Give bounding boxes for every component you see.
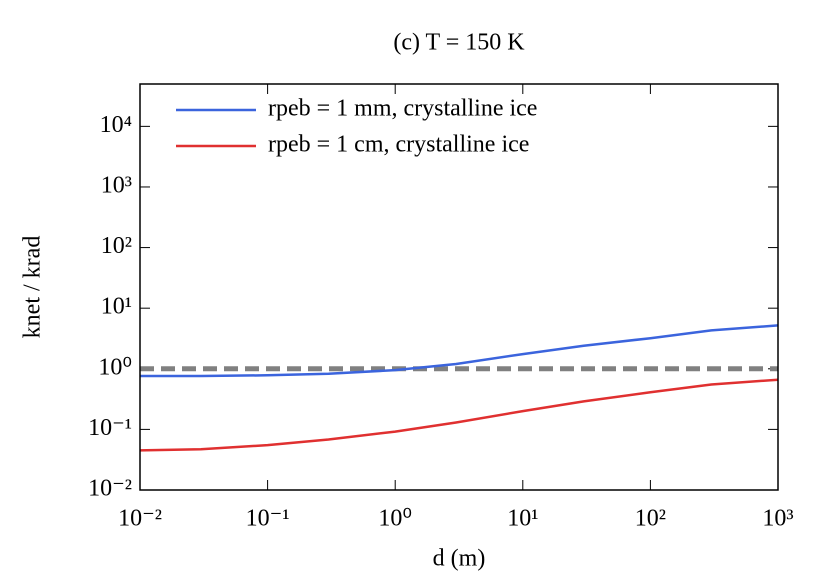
y-tick-label: 10¹ [101, 294, 132, 320]
x-axis-label: d (m) [433, 546, 486, 572]
y-axis-label: knet / krad [20, 236, 46, 339]
plot-frame [139, 83, 779, 491]
y-tick-label: 10⁻¹ [88, 415, 132, 441]
x-tick-label: 10⁻² [118, 506, 162, 532]
x-tick-label: 10² [635, 506, 666, 532]
x-tick-label: 10⁻¹ [246, 506, 290, 532]
x-tick-label: 10³ [762, 506, 793, 532]
y-tick-label: 10⁻² [88, 476, 132, 502]
x-tick-label: 10⁰ [378, 506, 412, 532]
y-tick-label: 10⁰ [98, 354, 132, 380]
chart-title: (c) T = 150 K [393, 30, 525, 56]
y-tick-label: 10² [101, 233, 132, 259]
y-tick-label: 10³ [101, 172, 132, 198]
x-tick-label: 10¹ [507, 506, 538, 532]
line-series [139, 378, 779, 452]
legend-label: rpeb = 1 mm, crystalline ice [268, 96, 537, 122]
legend-label: rpeb = 1 cm, crystalline ice [268, 132, 529, 158]
y-tick-label: 10⁴ [100, 112, 132, 138]
line-series [140, 324, 779, 378]
